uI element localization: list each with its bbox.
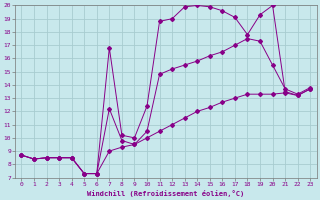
X-axis label: Windchill (Refroidissement éolien,°C): Windchill (Refroidissement éolien,°C) xyxy=(87,190,244,197)
